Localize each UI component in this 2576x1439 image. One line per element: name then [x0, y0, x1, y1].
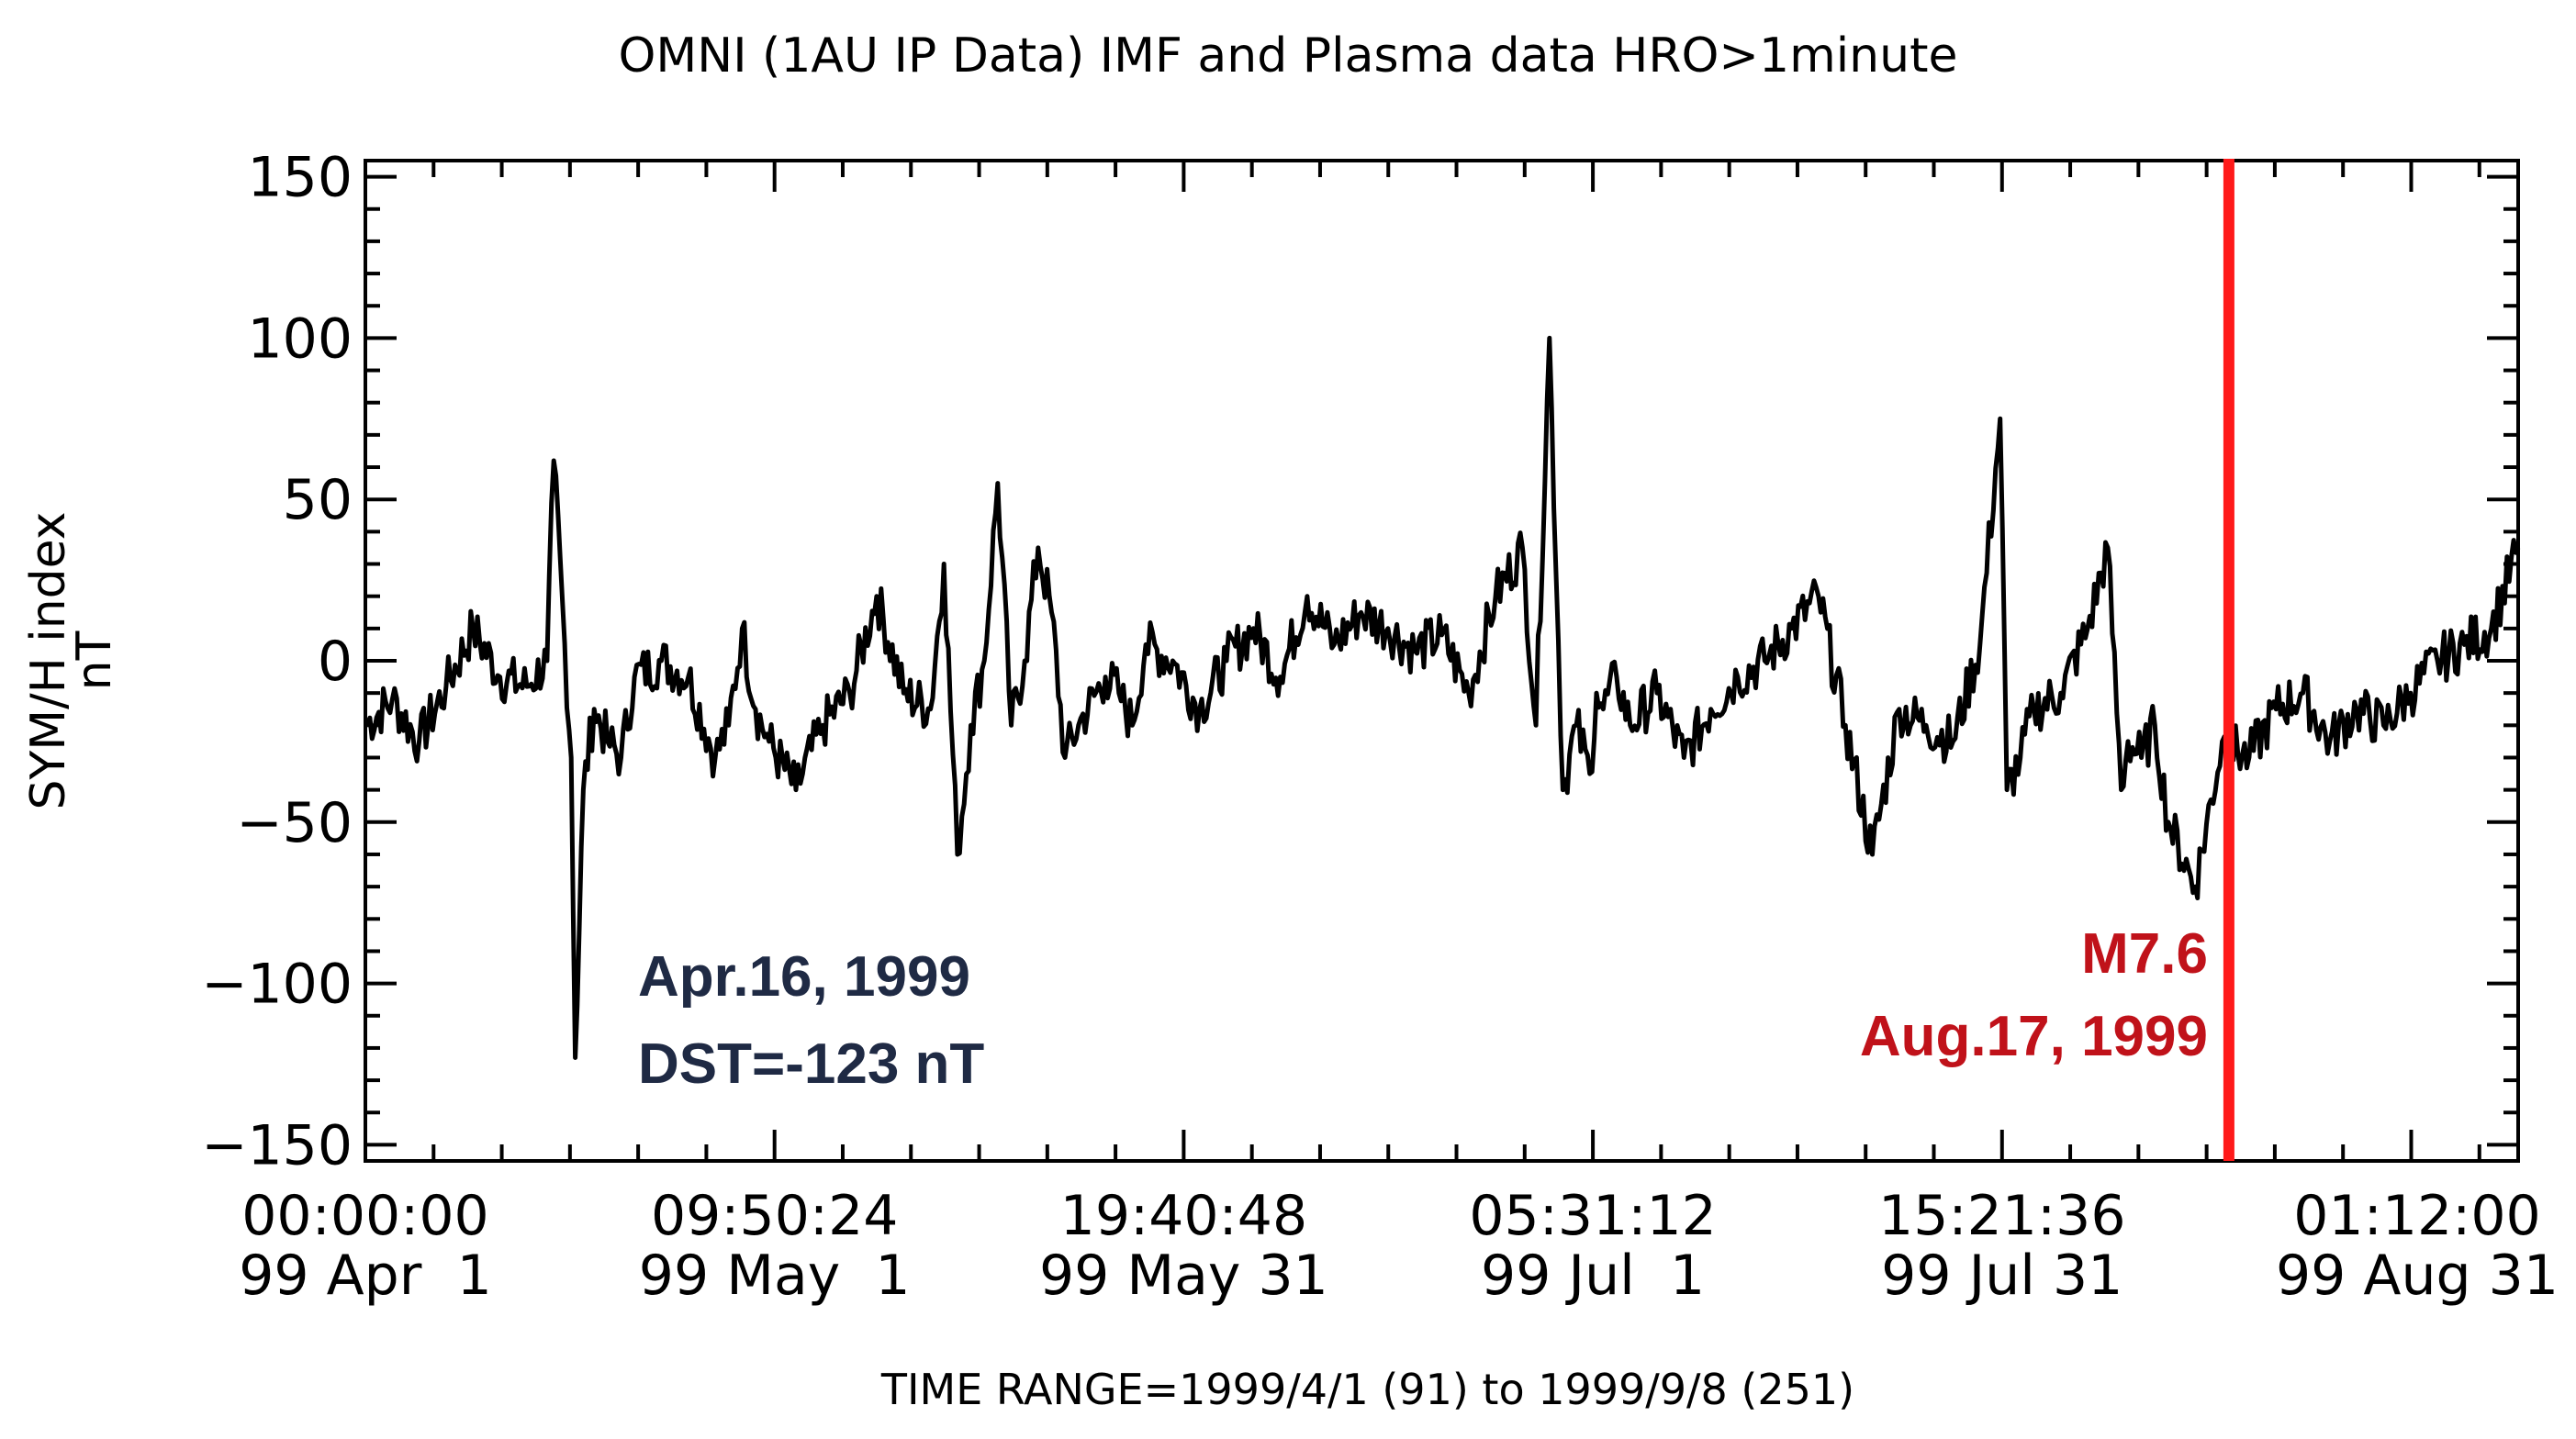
y-axis-label-main: SYM/H index [21, 511, 76, 809]
x-tick-label-time: 15:21:36 [1878, 1184, 2125, 1248]
y-tick-labels: 150 100 50 0 −50 −100 −150 [201, 146, 353, 1178]
x-tick-label-time: 01:12:00 [2293, 1184, 2540, 1248]
x-tick-label-time: 00:00:00 [241, 1184, 488, 1248]
x-tick-label-date: 99 Jul 31 [1881, 1244, 2122, 1308]
y-tick-label: 150 [247, 146, 353, 210]
y-axis-label-unit: nT [67, 630, 122, 690]
x-tick-label-date: 99 Apr 1 [239, 1244, 492, 1308]
time-range-footer: TIME RANGE=1999/4/1 (91) to 1999/9/8 (25… [880, 1365, 1854, 1414]
x-tick-label-date: 99 May 31 [1039, 1244, 1328, 1308]
y-axis-label: SYM/H index nT [21, 511, 122, 809]
storm-date-annotation: Apr.16, 1999 [638, 945, 970, 1009]
y-tick-label: −100 [201, 953, 353, 1017]
symh-series-line [364, 335, 2521, 1060]
chart-title: OMNI (1AU IP Data) IMF and Plasma data H… [619, 28, 1958, 84]
x-tick-label-date: 99 Jul 1 [1481, 1244, 1705, 1308]
x-tick-label-date: 99 Aug 31 [2276, 1244, 2559, 1308]
y-tick-label: −150 [201, 1113, 353, 1177]
x-tick-label-date: 99 May 1 [639, 1244, 911, 1308]
x-tick-label-time: 05:31:12 [1469, 1184, 1716, 1248]
event-date-annotation: Aug.17, 1999 [1860, 1005, 2208, 1068]
x-tick-label-time: 09:50:24 [651, 1184, 898, 1248]
x-tick-label-time: 19:40:48 [1060, 1184, 1307, 1248]
y-tick-label: 100 [247, 307, 353, 371]
event-magnitude-annotation: M7.6 [2081, 922, 2208, 986]
y-tick-label: −50 [236, 791, 353, 855]
y-tick-label: 0 [318, 630, 353, 694]
storm-dst-annotation: DST=-123 nT [638, 1032, 984, 1096]
y-tick-label: 50 [283, 468, 353, 532]
